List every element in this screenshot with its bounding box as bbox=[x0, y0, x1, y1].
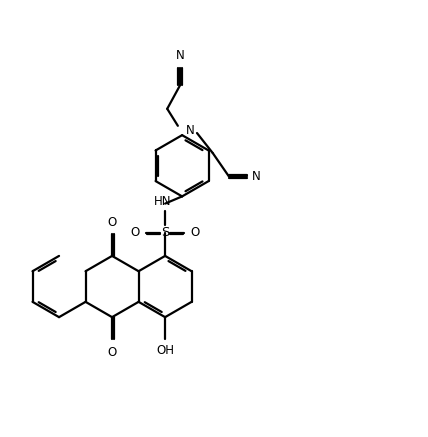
Text: N: N bbox=[252, 170, 261, 183]
Text: OH: OH bbox=[156, 344, 174, 357]
Text: HN: HN bbox=[154, 195, 172, 208]
Text: S: S bbox=[161, 226, 169, 239]
Text: N: N bbox=[175, 49, 184, 62]
Text: O: O bbox=[131, 226, 140, 239]
Text: O: O bbox=[107, 346, 117, 359]
Text: O: O bbox=[107, 216, 117, 229]
Text: O: O bbox=[190, 226, 200, 239]
Text: N: N bbox=[185, 124, 194, 136]
